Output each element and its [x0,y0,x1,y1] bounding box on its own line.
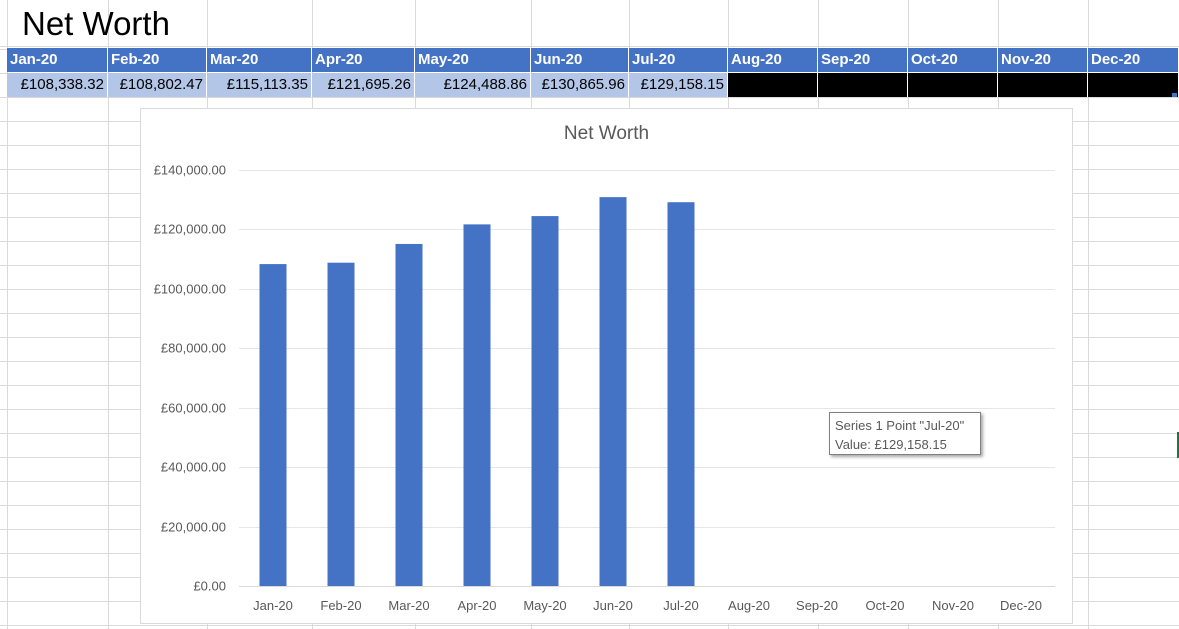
y-tick-label-1: £20,000.00 [161,520,226,535]
value-cell-aug-20[interactable] [728,73,818,97]
value-cell-may-20[interactable]: £124,488.86 [415,73,531,97]
header-cell-jul-20[interactable]: Jul-20 [629,48,728,72]
header-cell-dec-20[interactable]: Dec-20 [1088,48,1179,72]
y-tick-label-5: £100,000.00 [154,282,226,297]
bar-jan-20[interactable] [259,264,287,586]
net-worth-value-row: £108,338.32 £108,802.47 £115,113.35 £121,69… [7,73,1179,97]
x-tick-label-aug-20: Aug-20 [728,598,770,613]
x-tick-label-jun-20: Jun-20 [593,598,633,613]
value-cell-sep-20[interactable] [818,73,908,97]
scroll-indicator [1177,432,1179,458]
header-cell-feb-20[interactable]: Feb-20 [108,48,207,72]
value-cell-nov-20[interactable] [998,73,1088,97]
value-cell-apr-20[interactable]: £121,695.26 [312,73,415,97]
bar-apr-20[interactable] [463,224,491,586]
value-cell-feb-20[interactable]: £108,802.47 [108,73,207,97]
x-tick-label-dec-20: Dec-20 [1000,598,1042,613]
value-cell-dec-20[interactable] [1088,73,1179,97]
bar-jul-20[interactable] [667,202,695,586]
x-tick-label-oct-20: Oct-20 [865,598,904,613]
header-cell-mar-20[interactable]: Mar-20 [207,48,312,72]
header-cell-jan-20[interactable]: Jan-20 [7,48,108,72]
value-cell-jul-20[interactable]: £129,158.15 [629,73,728,97]
data-point-tooltip: Series 1 Point "Jul-20" Value: £129,158.… [829,412,981,455]
sheet-title-cell[interactable]: Net Worth [22,5,170,42]
header-cell-oct-20[interactable]: Oct-20 [908,48,998,72]
value-cell-mar-20[interactable]: £115,113.35 [207,73,312,97]
value-cell-jan-20[interactable]: £108,338.32 [7,73,108,97]
x-tick-label-apr-20: Apr-20 [457,598,496,613]
y-tick-label-0: £0.00 [193,579,226,594]
header-cell-jun-20[interactable]: Jun-20 [531,48,629,72]
month-header-row: Jan-20 Feb-20 Mar-20 Apr-20 May-20 Jun-20 Jul-… [7,48,1179,72]
y-tick-label-7: £140,000.00 [154,163,226,178]
bar-mar-20[interactable] [395,243,423,586]
y-tick-label-3: £60,000.00 [161,401,226,416]
x-tick-label-sep-20: Sep-20 [796,598,838,613]
header-cell-aug-20[interactable]: Aug-20 [728,48,818,72]
bar-jun-20[interactable] [599,197,627,586]
net-worth-chart[interactable]: Net Worth £0.00 £20,000.00 £40,000.00 £60,0… [140,108,1073,624]
y-tick-label-4: £80,000.00 [161,341,226,356]
bar-may-20[interactable] [531,216,559,586]
x-tick-label-nov-20: Nov-20 [932,598,974,613]
value-cell-jun-20[interactable]: £130,865.96 [531,73,629,97]
x-tick-label-may-20: May-20 [523,598,566,613]
chart-plot: £0.00 £20,000.00 £40,000.00 £60,000.00 £80,0… [154,163,1055,613]
header-cell-nov-20[interactable]: Nov-20 [998,48,1088,72]
header-cell-apr-20[interactable]: Apr-20 [312,48,415,72]
header-cell-sep-20[interactable]: Sep-20 [818,48,908,72]
chart-title[interactable]: Net Worth [563,123,650,144]
x-tick-label-mar-20: Mar-20 [388,598,429,613]
bar-feb-20[interactable] [327,262,355,586]
x-tick-label-feb-20: Feb-20 [320,598,361,613]
x-tick-label-jul-20: Jul-20 [663,598,698,613]
header-cell-may-20[interactable]: May-20 [415,48,531,72]
y-tick-label-6: £120,000.00 [154,222,226,237]
y-tick-label-2: £40,000.00 [161,460,226,475]
tooltip-series-point: Series 1 Point "Jul-20" [835,418,965,433]
x-tick-label-jan-20: Jan-20 [253,598,293,613]
value-cell-oct-20[interactable] [908,73,998,97]
tooltip-value: Value: £129,158.15 [835,437,947,452]
fill-handle[interactable] [1172,93,1177,97]
